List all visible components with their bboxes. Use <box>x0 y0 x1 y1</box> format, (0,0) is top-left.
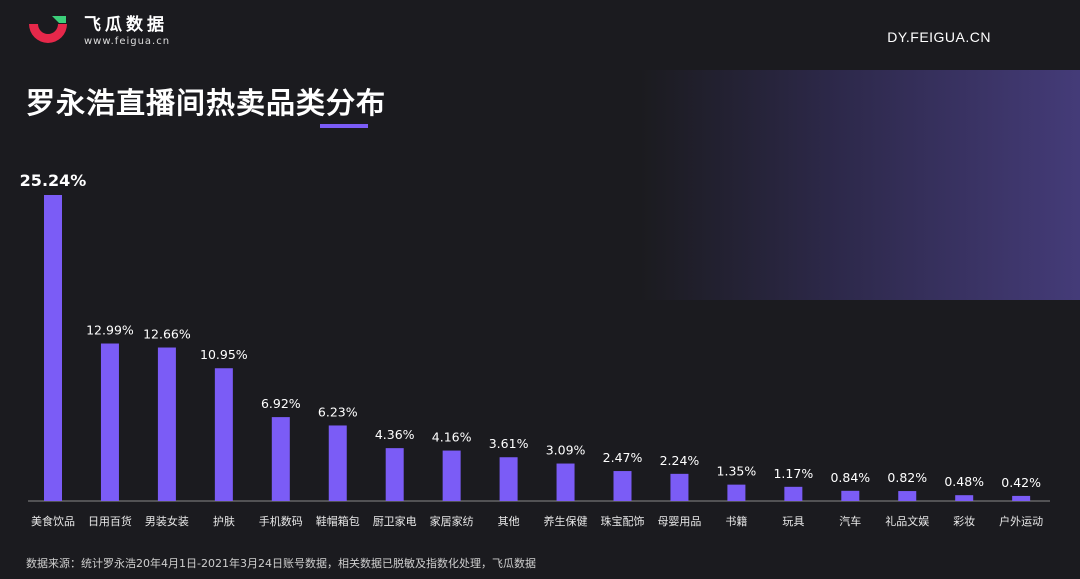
bar <box>556 463 575 501</box>
bar <box>670 473 689 501</box>
bar <box>727 484 746 501</box>
data-label: 2.24% <box>660 453 700 468</box>
data-label: 0.48% <box>944 474 984 489</box>
bar <box>1012 495 1031 501</box>
source-note: 数据来源：统计罗永浩20年4月1日-2021年3月24日账号数据，相关数据已脱敏… <box>26 557 536 570</box>
data-label: 2.47% <box>603 450 643 465</box>
bar <box>385 448 404 501</box>
data-label: 4.36% <box>375 427 415 442</box>
bar <box>442 450 461 501</box>
category-label: 日用百货 <box>88 514 132 528</box>
data-label: 4.16% <box>432 430 472 445</box>
data-label: 0.42% <box>1001 475 1041 490</box>
bar <box>100 343 119 501</box>
category-label: 鞋帽箱包 <box>316 514 360 528</box>
bar-chart: 25.24% 美食饮品 12.99% 日用百货 12.66% 男装女装 10.95% 护肤 6.… <box>20 171 1050 528</box>
category-label: 其他 <box>498 515 520 528</box>
data-label: 0.84% <box>830 470 870 485</box>
bar <box>157 347 176 501</box>
bar <box>44 195 62 501</box>
bar <box>955 495 974 501</box>
data-label: 25.24% <box>20 171 87 190</box>
bar <box>841 490 860 501</box>
data-label: 12.66% <box>143 327 191 342</box>
category-label: 护肤 <box>213 514 235 528</box>
data-label: 6.92% <box>261 396 301 411</box>
data-label: 12.99% <box>86 323 134 338</box>
brand-name: 飞瓜数据 <box>84 15 168 35</box>
site-address[interactable]: DY.FEIGUA.CN <box>887 29 991 45</box>
data-label: 1.35% <box>717 464 757 479</box>
bar <box>328 425 347 501</box>
category-label: 户外运动 <box>999 514 1043 528</box>
category-label: 厨卫家电 <box>373 514 417 528</box>
category-label: 男装女装 <box>145 514 189 528</box>
category-label: 美食饮品 <box>31 514 75 528</box>
bar <box>613 471 632 501</box>
category-label: 礼品文娱 <box>885 514 929 528</box>
data-label: 0.82% <box>887 470 927 485</box>
category-label: 养生保健 <box>544 514 588 528</box>
data-label: 3.61% <box>489 436 529 451</box>
category-label: 手机数码 <box>259 514 303 528</box>
category-label: 珠宝配饰 <box>601 514 645 528</box>
category-label: 母婴用品 <box>657 515 701 528</box>
data-label: 3.09% <box>546 443 586 458</box>
data-label: 10.95% <box>200 347 248 362</box>
category-label: 家居家纺 <box>430 514 474 528</box>
brand-url: www.feigua.cn <box>84 36 171 47</box>
category-label: 彩妆 <box>953 515 975 528</box>
bar <box>898 491 917 501</box>
title-underline <box>320 124 368 128</box>
bar <box>784 486 803 501</box>
feigua-logo-icon <box>26 14 72 50</box>
data-label: 6.23% <box>318 404 358 419</box>
background-glow <box>640 70 1080 300</box>
bar <box>214 368 233 501</box>
bar <box>271 417 290 501</box>
data-label: 1.17% <box>773 466 813 481</box>
category-label: 玩具 <box>782 515 804 528</box>
category-label: 汽车 <box>839 514 861 528</box>
bar <box>499 457 518 501</box>
brand-logo[interactable]: 飞瓜数据 www.feigua.cn <box>26 14 170 50</box>
category-label: 书籍 <box>725 514 747 528</box>
page-title: 罗永浩直播间热卖品类分布 <box>26 86 387 120</box>
